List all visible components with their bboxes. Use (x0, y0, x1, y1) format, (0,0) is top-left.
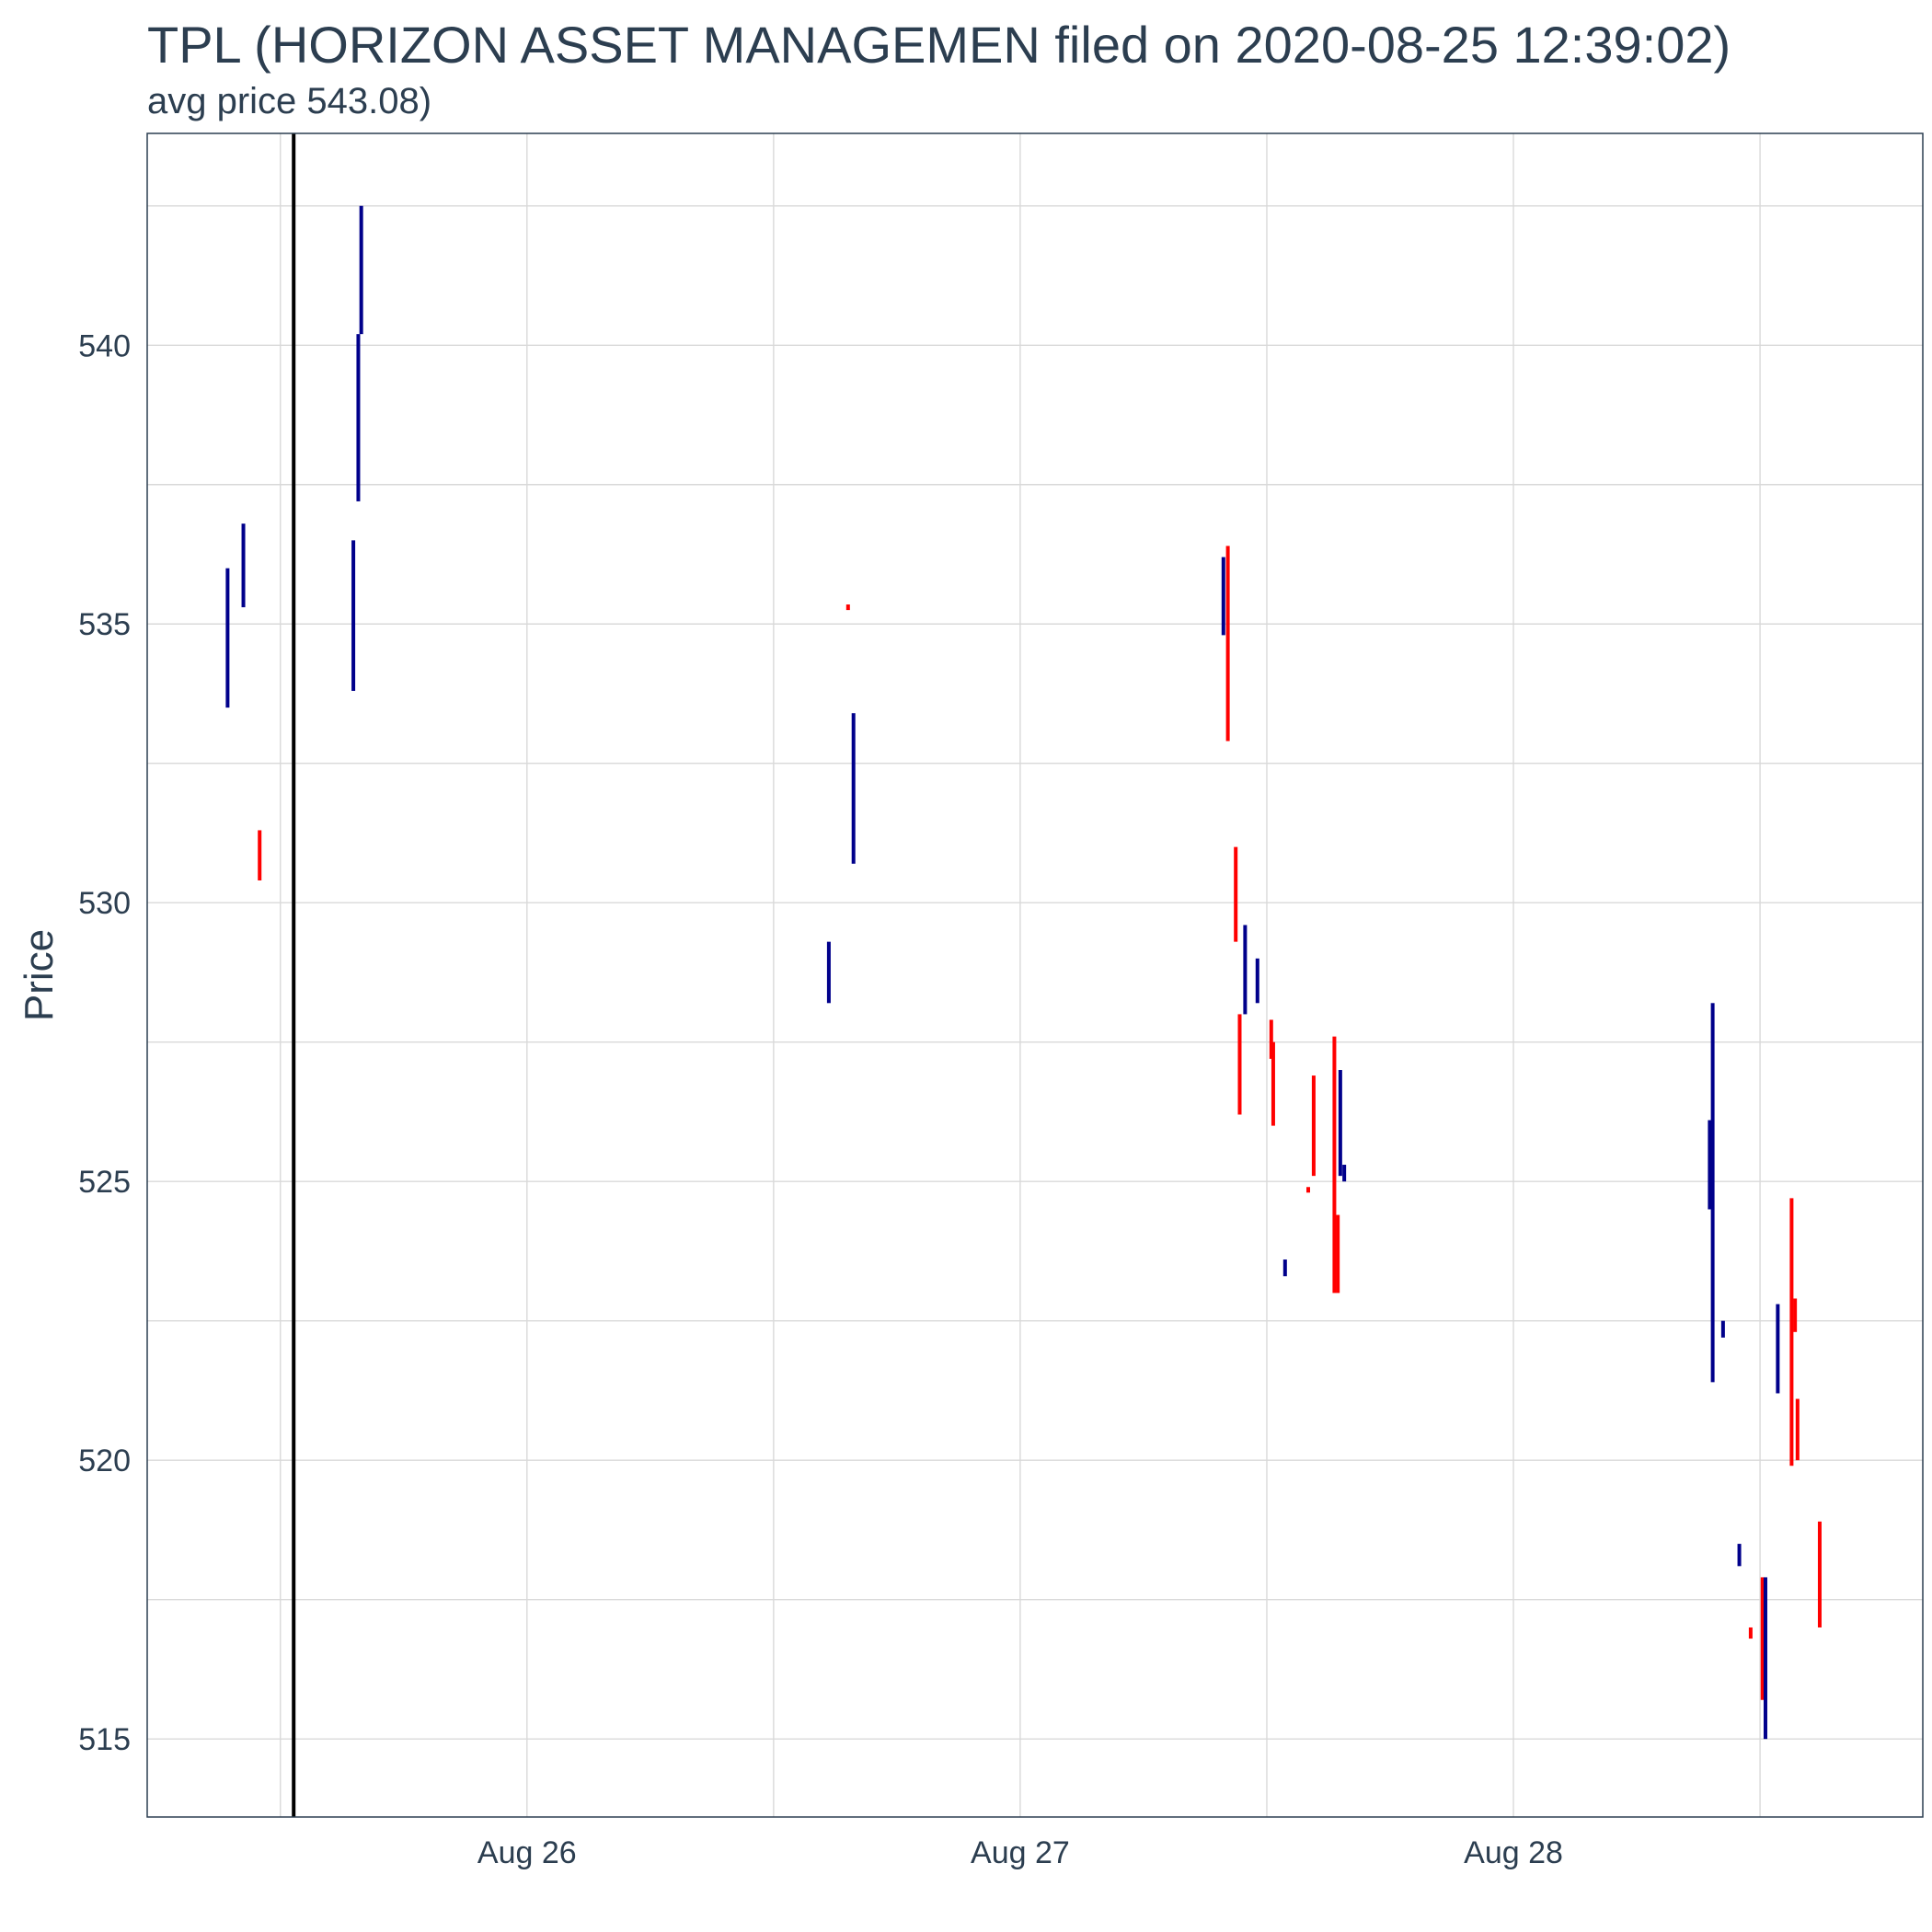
candle-up (241, 523, 246, 608)
plot-border (146, 132, 1924, 1818)
x-tick-label: Aug 26 (477, 1835, 577, 1870)
candle-down (1311, 1075, 1316, 1177)
chart-title: TPL (HORIZON ASSET MANAGEMEN filed on 20… (147, 16, 1731, 74)
candle-down (1225, 546, 1230, 742)
x-tick-label: Aug 27 (971, 1835, 1070, 1870)
y-tick-label: 515 (78, 1722, 131, 1757)
y-tick-label: 520 (78, 1443, 131, 1478)
chart-subtitle: avg price 543.08) (147, 81, 432, 121)
candle-up (1221, 557, 1225, 636)
candle-down (1336, 1214, 1340, 1294)
candle-up (1737, 1544, 1742, 1567)
candle-down (1795, 1398, 1800, 1461)
candle-down (258, 830, 262, 880)
plot-background (147, 133, 1923, 1817)
candle-down (1793, 1298, 1798, 1332)
candle-up (1776, 1304, 1780, 1394)
candle-down (1817, 1521, 1822, 1627)
candle-down (1237, 1014, 1242, 1115)
candle-up (826, 941, 831, 1004)
candle-up (1282, 1259, 1287, 1277)
candle-down (1234, 846, 1238, 942)
candle-up (1342, 1165, 1347, 1182)
candle-up (1255, 958, 1259, 1004)
y-tick-label: 535 (78, 607, 131, 642)
candle-up (1338, 1070, 1342, 1177)
candle-up (351, 540, 356, 691)
candle-up (851, 713, 856, 864)
candle-down (1306, 1187, 1311, 1193)
y-tick-label: 540 (78, 328, 131, 363)
x-tick-label: Aug 28 (1464, 1835, 1563, 1870)
candle-down (1748, 1627, 1753, 1639)
y-tick-label: 525 (78, 1165, 131, 1200)
candle-down (1269, 1019, 1273, 1059)
candle-down (1760, 1577, 1765, 1700)
candle-down (845, 604, 850, 611)
candle-up (356, 334, 361, 501)
candle-up (225, 568, 230, 708)
candle-up (359, 205, 363, 335)
candle-down (1789, 1198, 1794, 1466)
x-axis-ticks: Aug 26 Aug 27 Aug 28 (477, 1835, 1563, 1870)
candle-down (1271, 1041, 1275, 1126)
candle-up (1763, 1577, 1767, 1740)
candles (225, 205, 1822, 1740)
y-axis-ticks: 515 520 525 530 535 540 (78, 328, 131, 1757)
candle-up (1710, 1003, 1715, 1383)
candle-up (1720, 1320, 1725, 1338)
candle-down (1332, 1036, 1337, 1294)
grid-lines (147, 133, 1923, 1817)
candle-up (1708, 1120, 1712, 1210)
candle-up (1243, 925, 1248, 1015)
y-axis-title: Price (17, 929, 62, 1021)
y-tick-label: 530 (78, 886, 131, 921)
